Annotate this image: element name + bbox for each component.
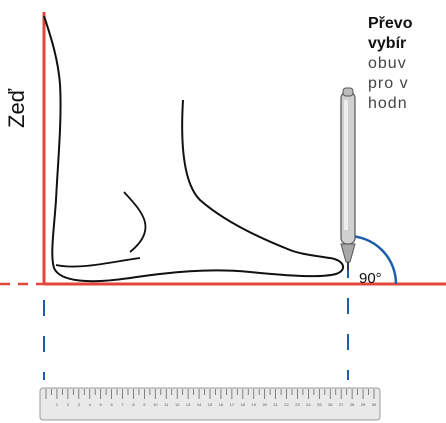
ruler-icon: 1 2 3 4 5 6 7 8 9 10 11 12 13 14 15 16 17 18 19 20 21 22 23 24 2… [39,387,381,421]
instruction-line-5: hodn [368,95,408,112]
ruler-tick-label: 23 [295,402,300,407]
ruler-tick-label: 4 [89,402,92,407]
ruler-tick-label: 6 [110,402,113,407]
ruler-tick-label: 2 [67,402,70,407]
ruler-tick-label: 11 [164,402,169,407]
ruler-tick-label: 16 [219,402,224,407]
ruler-tick-label: 18 [241,402,246,407]
ruler-tick-label: 22 [284,402,289,407]
ruler-tick-label: 27 [339,402,344,407]
instruction-text: Převo vybír obuv pro v hodn [368,14,446,114]
ruler-tick-label: 12 [175,402,180,407]
ruler-tick-label: 19 [252,402,257,407]
ruler-tick-label: 26 [328,402,333,407]
instruction-line-3: obuv [368,55,407,72]
ruler-tick-label: 3 [78,402,81,407]
ruler-tick-label: 17 [230,402,235,407]
ruler-tick-label: 8 [132,402,135,407]
ruler-tick-label: 14 [197,402,202,407]
pen-icon [340,87,356,270]
ruler-tick-label: 21 [273,402,278,407]
ruler-tick-label: 7 [121,402,124,407]
instruction-line-1: Převo [368,15,413,32]
foot-outline [43,15,345,283]
angle-label: 90° [359,270,382,287]
ruler-tick-label: 1 [56,402,59,407]
ruler-tick-label: 9 [143,402,146,407]
heel-contour [55,257,141,268]
right-angle-arc [347,234,398,285]
ruler-tick-label: 20 [262,402,267,407]
ruler-tick-label: 13 [186,402,191,407]
wall-label: Zeď [4,88,29,128]
ruler-tick-label: 5 [100,402,103,407]
instruction-line-4: pro v [368,75,409,92]
ruler-tick-label: 28 [350,402,355,407]
instruction-line-2: vybír [368,35,407,52]
arch-curve [123,191,147,253]
ruler-tick-label: 29 [361,402,366,407]
ruler-tick-label: 24 [306,402,311,407]
ruler-tick-label: 30 [372,402,377,407]
ruler-tick-label: 10 [153,402,158,407]
ruler-tick-label: 25 [317,402,322,407]
ruler-tick-label: 15 [208,402,213,407]
